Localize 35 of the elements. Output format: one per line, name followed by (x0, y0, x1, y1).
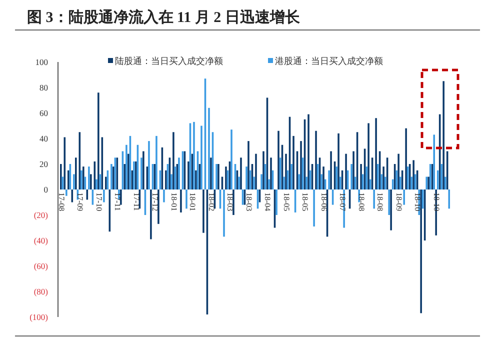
y-tick-label: (80) (34, 286, 48, 296)
y-tick-label: (60) (34, 261, 48, 271)
x-tick-label: 18-03 (244, 192, 254, 212)
x-tick-label: 18-05 (282, 192, 291, 212)
x-tick-label: 18-10 (413, 192, 422, 212)
legend-label: 陆股通：当日买入成交净额 (115, 56, 223, 67)
x-tick-label: 18-01 (169, 192, 178, 212)
legend-label: 港股通：当日买入成交净额 (275, 56, 383, 67)
x-tick-label: 17-11 (132, 192, 141, 211)
x-tick-label: 18-09 (394, 192, 404, 212)
x-tick-label: 17-12 (150, 192, 160, 212)
x-tick-label: 18-08 (376, 192, 385, 212)
x-tick-label: 17-10 (94, 192, 104, 212)
x-tick-label: 18-07 (338, 192, 348, 212)
y-tick-label: (40) (34, 236, 48, 246)
x-tick-label: 18-03 (226, 192, 235, 212)
x-tick-label: 18-05 (300, 192, 310, 212)
y-tick-label: 100 (35, 57, 48, 67)
x-tick-label: 18-02 (206, 192, 216, 212)
x-tick-label: 18-10 (432, 192, 441, 212)
y-tick-label: (20) (34, 210, 48, 220)
y-tick-label: 20 (40, 159, 48, 169)
y-tick-label: 0 (44, 184, 48, 194)
y-tick-label: 40 (40, 134, 48, 144)
x-tick-label: 17-11 (113, 192, 122, 211)
y-tick-label: 60 (40, 108, 48, 118)
x-tick-label: 17-09 (76, 192, 85, 212)
x-tick-label: 18-08 (356, 192, 366, 212)
chart-title: 图 3：陆股通净流入在 11 月 2 日迅速增长 (27, 8, 301, 26)
y-tick-label: (100) (30, 312, 48, 322)
x-tick-label: 18-04 (263, 192, 272, 212)
y-tick-label: 80 (40, 82, 48, 92)
x-tick-label: 17-08 (56, 192, 66, 212)
x-tick-label: 18-06 (319, 192, 328, 212)
x-tick-label: 18-01 (188, 192, 198, 212)
